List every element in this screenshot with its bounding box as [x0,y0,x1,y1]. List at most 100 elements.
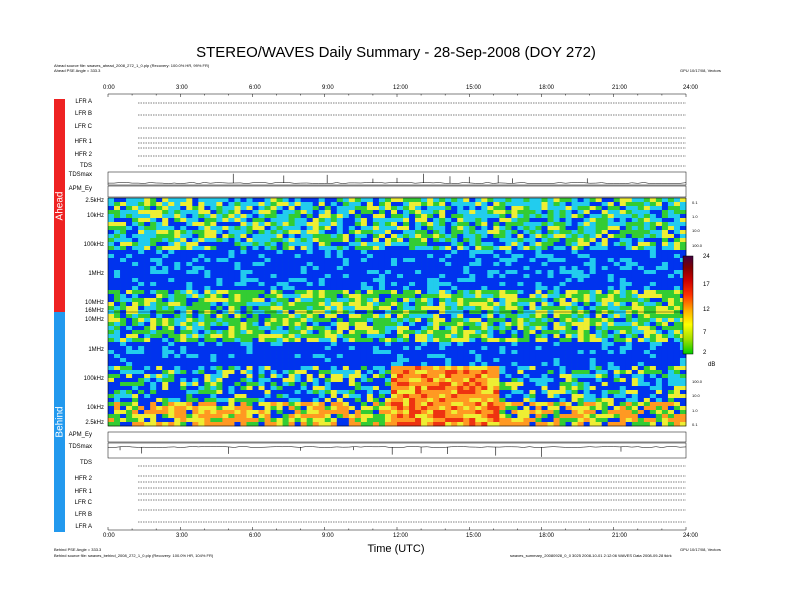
spectrogram-cell [643,334,651,339]
spectrogram-cell [288,338,295,343]
spectrogram-cell [306,314,314,319]
spectrogram-cell [409,322,416,327]
spectrogram-cell [156,346,163,351]
spectrogram-cell [655,286,663,291]
spectrogram-cell [553,266,560,271]
spectrogram-cell [427,330,434,335]
spectrogram-cell [150,282,157,287]
spectrogram-cell [403,322,410,327]
spectrogram-cell [535,346,542,351]
spectrogram-cell [372,398,380,403]
spectrogram-cell [120,334,127,339]
spectrogram-cell [252,374,259,379]
spectrogram-cell [595,334,603,339]
spectrogram-cell [667,298,675,303]
spectrogram-cell [162,262,169,267]
spectrogram-cell [354,358,362,363]
spectrogram-cell [445,322,452,327]
spectrogram-cell [493,334,500,339]
spectrogram-cell [601,338,609,343]
spectrogram-cell [517,234,524,239]
spectrogram-cell [312,282,320,287]
spectrogram-cell [427,206,434,211]
spectrogram-cell [216,262,223,267]
spectrogram-cell [493,278,500,283]
spectrogram-cell [535,262,542,267]
spectrogram-cell [162,274,169,279]
spectrogram-cell [397,226,404,231]
spectrogram-cell [607,218,615,223]
spectrogram-cell [427,366,434,371]
spectrogram-cell [661,250,669,255]
spectrogram-cell [643,266,651,271]
spectrogram-cell [168,262,175,267]
spectrogram-cell [475,234,482,239]
spectrogram-cell [300,230,307,235]
spectrogram-cell [264,222,271,227]
spectrogram-cell [222,234,229,239]
spectrogram-cell [234,222,241,227]
spectrogram-cell [276,298,283,303]
spectrogram-cell [679,206,687,211]
spectrogram-cell [276,250,283,255]
spectrogram-cell [144,278,151,283]
spectrogram-cell [427,210,434,215]
spectrogram-cell [517,282,524,287]
spectrogram-cell [210,206,217,211]
spectrogram-cell [625,374,633,379]
spectrogram-cell [409,242,416,247]
spectrogram-cell [637,218,645,223]
spectrogram-cell [336,330,344,335]
spectrogram-cell [378,362,386,367]
spectrogram-cell [409,362,416,367]
spectrogram-cell [216,362,223,367]
spectrogram-cell [126,266,133,271]
spectrogram-cell [409,342,416,347]
spectrogram-cell [649,242,657,247]
spectrogram-cell [300,214,307,219]
spectrogram-cell [553,398,560,403]
spectrogram-cell [661,198,669,203]
spectrogram-cell [601,234,609,239]
spectrogram-cell [655,258,663,263]
spectrogram-cell [306,226,314,231]
spectrogram-cell [499,362,506,367]
spectrogram-cell [210,402,217,407]
spectrogram-cell [270,322,277,327]
spectrogram-cell [505,222,512,227]
spectrogram-cell [282,370,289,375]
spectrogram-cell [643,382,651,387]
spectrogram-cell [547,198,554,203]
spectrogram-cell [150,238,157,243]
spectrogram-cell [108,294,115,299]
spectrogram-cell [643,218,651,223]
spectrogram-cell [378,262,386,267]
spectrogram-cell [324,390,332,395]
spectrogram-cell [403,282,410,287]
spectrogram-cell [330,290,338,295]
spectrogram-cell [264,214,271,219]
spectrogram-cell [126,262,133,267]
spectrogram-cell [523,206,530,211]
spectrogram-cell [667,282,675,287]
spectrogram-cell [252,338,259,343]
spectrogram-cell [120,318,127,323]
spectrogram-cell [517,270,524,275]
spectrogram-cell [180,370,187,375]
spectrogram-cell [643,254,651,259]
spectrogram-cell [493,350,500,355]
spectrogram-cell [120,202,127,207]
spectrogram-cell [511,342,518,347]
spectrogram-cell [162,246,169,251]
spectrogram-cell [354,314,362,319]
spectrogram-cell [601,378,609,383]
spectrogram-cell [655,302,663,307]
spectrogram-cell [625,218,633,223]
spectrogram-cell [156,354,163,359]
spectrogram-cell [384,298,392,303]
spectrogram-cell [619,362,627,367]
spectrogram-cell [667,226,675,231]
spectrogram-cell [487,346,494,351]
spectrogram-cell [469,394,476,399]
spectrogram-cell [258,218,265,223]
